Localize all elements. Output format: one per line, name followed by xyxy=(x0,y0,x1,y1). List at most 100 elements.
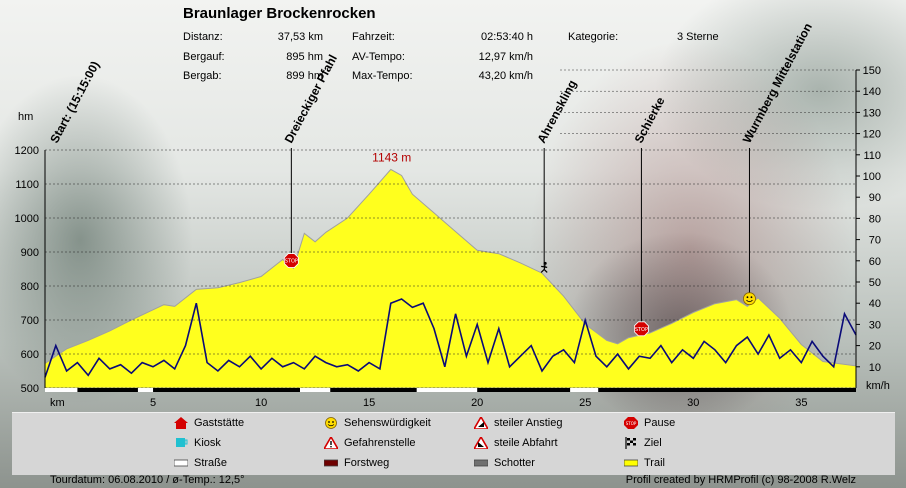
stat-value-kategorie: 3 Sterne xyxy=(677,31,719,43)
legend-label: steiler Anstieg xyxy=(494,417,563,429)
legend-label: Forstweg xyxy=(344,457,390,469)
y-tick-label-right: 30 xyxy=(869,319,881,331)
smiley-eye xyxy=(746,296,749,299)
y-tick-label-right: 20 xyxy=(869,341,881,353)
legend-label: steile Abfahrt xyxy=(494,437,558,449)
stop-icon xyxy=(283,253,299,268)
y-tick-label-right: 140 xyxy=(863,86,881,98)
legend-item-trail: Trail xyxy=(623,457,665,469)
stat-label-bergauf: Bergauf: xyxy=(183,51,225,63)
y-tick-label-right: 80 xyxy=(869,213,881,225)
legend-item-kiosk: Kiosk xyxy=(174,437,221,449)
legend-label: Ziel xyxy=(644,437,662,449)
y-tick-label-right: 40 xyxy=(869,298,881,310)
stop-icon-text: STOP xyxy=(285,259,298,265)
legend-panel: Gaststätte Sehenswürdigkeit steiler Anst… xyxy=(12,412,895,475)
y-tick-label-left: 500 xyxy=(21,383,39,395)
surface-road-segment xyxy=(45,388,78,392)
waypoint-label: Wurmberg Mittelstation xyxy=(740,21,815,146)
x-axis-label: km xyxy=(50,397,65,409)
finish-flag-icon xyxy=(624,437,638,449)
y-tick-label-right: 150 xyxy=(863,65,881,77)
legend-label: Kiosk xyxy=(194,437,221,449)
footer-credits: Profil created by HRMProfil (c) 98-2008 … xyxy=(625,474,856,486)
y-tick-label-left: 800 xyxy=(21,281,39,293)
elevation-profile-chart: 500 600 700 800 900 1000 1100 1200 hm 10 20 30 40 50 6… xyxy=(15,21,890,409)
x-tick-label: 15 xyxy=(363,397,375,409)
y-tick-label-left: 1000 xyxy=(15,213,39,225)
legend-item-strasse: Straße xyxy=(173,457,228,469)
x-tick-label: 5 xyxy=(150,397,156,409)
surface-road-segment xyxy=(570,388,599,392)
x-tick-label: 25 xyxy=(579,397,591,409)
legend-item-steile-abfahrt: steile Abfahrt xyxy=(472,435,558,450)
legend-item-sehenswuerdigkeit: Sehenswürdigkeit xyxy=(324,417,431,429)
y-axis-label-left: hm xyxy=(18,111,33,123)
elevation-area xyxy=(44,168,857,389)
legend-item-ziel: Ziel xyxy=(624,437,662,449)
stat-value-av-tempo: 12,97 km/h xyxy=(478,51,533,63)
hiker-icon xyxy=(543,261,547,265)
legend-item-forstweg: Forstweg xyxy=(323,457,390,469)
x-tick-label: 30 xyxy=(687,397,699,409)
x-tick-label: 10 xyxy=(255,397,267,409)
legend-label: Sehenswürdigkeit xyxy=(344,417,431,429)
footer-tour-info: Tourdatum: 06.08.2010 / ø-Temp.: 12,5° xyxy=(50,474,245,486)
legend-item-gaststaette: Gaststätte xyxy=(174,417,244,429)
y-tick-label-right: 10 xyxy=(869,362,881,374)
y-tick-label-right: 110 xyxy=(863,150,881,162)
trail-swatch xyxy=(623,457,639,469)
legend-label: Schotter xyxy=(494,457,535,469)
y-tick-label-right: 120 xyxy=(863,129,881,141)
stat-label-av-tempo: AV-Tempo: xyxy=(352,51,405,63)
smiley-eye xyxy=(750,296,753,299)
y-tick-label-left: 600 xyxy=(21,349,39,361)
stat-value-bergauf: 895 hm xyxy=(286,51,323,63)
x-tick-label: 20 xyxy=(471,397,483,409)
legend-label: Gaststätte xyxy=(194,417,245,429)
svg-text:STOP: STOP xyxy=(626,421,637,426)
smiley-mouth xyxy=(746,299,753,303)
road-swatch xyxy=(173,457,189,469)
y-tick-label-right: 130 xyxy=(863,107,881,119)
y-tick-label-right: 50 xyxy=(869,277,881,289)
stat-label-bergab: Bergab: xyxy=(183,70,222,82)
speed-line xyxy=(44,298,857,378)
y-tick-label-left: 900 xyxy=(21,247,39,259)
hiker-icon-body xyxy=(540,265,548,273)
stat-value-max-tempo: 43,20 km/h xyxy=(478,70,533,82)
smiley-icon xyxy=(324,417,338,429)
warning-down-icon xyxy=(472,435,490,450)
stop-icon xyxy=(634,321,649,337)
smiley-icon xyxy=(743,292,756,306)
waypoint-label: Schierke xyxy=(632,94,668,145)
warning-up-icon xyxy=(472,415,490,430)
legend-label: Trail xyxy=(644,457,665,469)
y-tick-label-left: 700 xyxy=(21,315,39,327)
y-axis-label-right: km/h xyxy=(866,380,890,392)
y-tick-label-right: 90 xyxy=(869,192,881,204)
waypoint-label: Ahrenskling xyxy=(534,78,579,146)
kiosk-icon xyxy=(174,437,188,449)
stat-label-kategorie: Kategorie: xyxy=(568,31,619,43)
waypoint-label: Dreieckiger Pfahl xyxy=(282,52,340,145)
gravel-swatch xyxy=(473,457,489,469)
stop-icon-text: STOP xyxy=(635,327,648,333)
waypoint-label: Start: (15:15:00) xyxy=(47,59,102,146)
stat-label-max-tempo: Max-Tempo: xyxy=(352,70,413,82)
surface-road-segment xyxy=(416,388,478,392)
y-tick-label-right: 60 xyxy=(869,256,881,268)
y-tick-label-left: 1100 xyxy=(15,179,39,191)
y-tick-label-right: 70 xyxy=(869,235,881,247)
legend-item-steiler-anstieg: steiler Anstieg xyxy=(472,415,563,430)
forest-road-swatch xyxy=(323,457,339,469)
house-icon xyxy=(174,417,188,429)
stat-value-distanz: 37,53 km xyxy=(277,31,323,43)
stat-label-distanz: Distanz: xyxy=(183,31,223,43)
legend-label: Gefahrenstelle xyxy=(344,437,416,449)
legend-item-gefahrenstelle: Gefahrenstelle xyxy=(322,435,416,450)
stat-label-fahrzeit: Fahrzeit: xyxy=(352,31,395,43)
y-tick-label-left: 1200 xyxy=(15,145,39,157)
legend-label: Straße xyxy=(194,457,228,469)
legend-item-pause: STOP Pause xyxy=(624,417,675,429)
